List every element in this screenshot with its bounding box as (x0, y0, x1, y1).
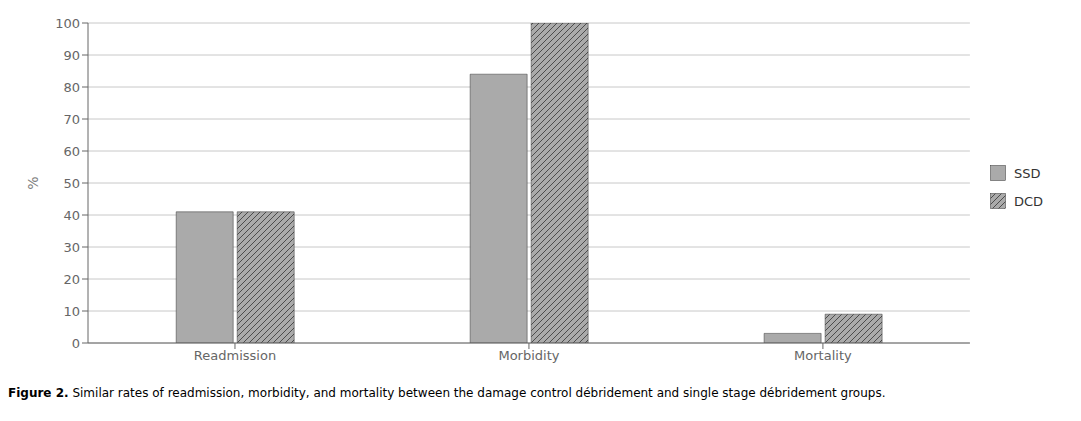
svg-text:%: % (25, 176, 41, 189)
svg-text:10: 10 (63, 304, 80, 319)
svg-text:80: 80 (63, 80, 80, 95)
svg-text:Readmission: Readmission (194, 348, 276, 363)
html-text:Figure 2. Similar rates of rea: Figure 2. Similar rates of readmission, … (8, 386, 886, 400)
html-text:SSD: SSD (1013, 165, 1041, 181)
svg-text:70: 70 (63, 112, 80, 127)
svg-text:50: 50 (63, 176, 80, 191)
svg-text:0: 0 (72, 336, 80, 351)
html-text:DCD: DCD (1013, 193, 1043, 209)
svg-text:40: 40 (63, 208, 80, 223)
svg-text:Morbidity: Morbidity (498, 348, 559, 363)
svg-text:90: 90 (63, 48, 80, 63)
svg-text:20: 20 (63, 272, 80, 287)
svg-text:Mortality: Mortality (794, 348, 852, 363)
svg-text:30: 30 (63, 240, 80, 255)
svg-text:100: 100 (55, 16, 80, 31)
svg-text:60: 60 (63, 144, 80, 159)
